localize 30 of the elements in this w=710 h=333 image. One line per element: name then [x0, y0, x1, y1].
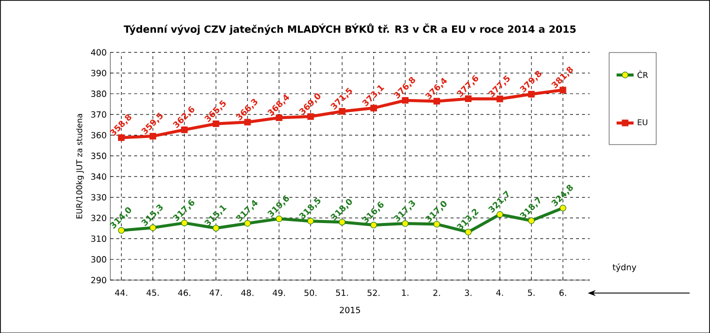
y-tick-label: 310 — [91, 235, 106, 242]
x-tick-label: 52. — [368, 289, 380, 296]
x-tick-label: 46. — [178, 289, 190, 296]
x-tick-label: 3. — [464, 289, 472, 296]
y-tick-label: 330 — [91, 194, 106, 200]
y-tick-label: 340 — [91, 173, 106, 180]
y-tick-label: 320 — [91, 214, 106, 221]
x-tick-label: 49. — [272, 289, 285, 296]
y-tick-label: 390 — [91, 70, 106, 76]
x-tick-label: 4. — [496, 289, 503, 296]
x-tick-label: 47. — [210, 289, 222, 296]
x-tick-label: 45. — [146, 289, 159, 296]
y-tick-label: 380 — [91, 90, 106, 97]
x-tick-label: 48. — [241, 289, 254, 296]
y-tick-label: 400 — [91, 48, 106, 56]
text: týdny — [612, 263, 636, 272]
y-tick-label: 300 — [91, 256, 106, 262]
y-tick-label: 290 — [91, 276, 106, 284]
x-tick-label: 6. — [559, 289, 566, 296]
x-tick-label: 50. — [304, 289, 316, 296]
y-tick-label: 360 — [91, 132, 106, 138]
x-axis-title: 2015 — [340, 306, 360, 314]
y-tick-label: 350 — [91, 152, 106, 159]
x-tick-label: 51. — [336, 289, 348, 296]
x-tick-label: 1. — [402, 289, 408, 296]
x-tick-label: 44. — [115, 289, 128, 296]
y-tick-label: 370 — [91, 111, 106, 118]
chart-title: Týdenní vývoj CZV jatečných MLADÝCH BÝKŮ tř. R3 v ČR a EU v roce 2014 a 2015 — [124, 23, 576, 35]
x-tick-label: 5. — [528, 289, 535, 296]
x-tick-label: 2. — [433, 289, 440, 296]
